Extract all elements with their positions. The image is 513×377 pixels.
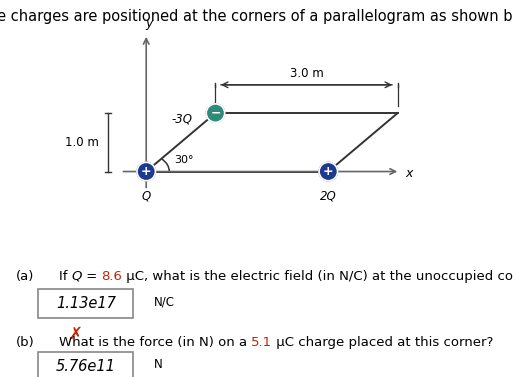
Text: ✗: ✗ xyxy=(68,324,82,342)
Text: +: + xyxy=(323,165,333,178)
Text: Q: Q xyxy=(72,270,82,282)
Text: μC, what is the electric field (in N/C) at the unoccupied corner?: μC, what is the electric field (in N/C) … xyxy=(123,270,513,282)
Text: What is the force (in N) on a: What is the force (in N) on a xyxy=(59,336,251,349)
Bar xyxy=(38,352,133,377)
Text: 2Q: 2Q xyxy=(320,190,337,202)
Ellipse shape xyxy=(319,162,338,181)
Text: 5.1: 5.1 xyxy=(251,336,272,349)
Text: 3.0 m: 3.0 m xyxy=(290,67,323,80)
Text: (a): (a) xyxy=(15,270,34,282)
Text: (b): (b) xyxy=(15,336,34,349)
Text: 8.6: 8.6 xyxy=(102,270,123,282)
Text: μC charge placed at this corner?: μC charge placed at this corner? xyxy=(272,336,494,349)
Text: Q: Q xyxy=(142,190,151,202)
Text: 5.76e11: 5.76e11 xyxy=(56,359,116,374)
Bar xyxy=(38,290,133,317)
Ellipse shape xyxy=(137,162,155,181)
Text: −: − xyxy=(210,107,221,120)
Ellipse shape xyxy=(206,104,225,122)
Text: N: N xyxy=(154,358,163,371)
Text: +: + xyxy=(141,165,151,178)
Text: 1.0 m: 1.0 m xyxy=(65,136,98,149)
Text: x: x xyxy=(405,167,412,180)
Text: N/C: N/C xyxy=(154,295,175,308)
Text: 1.13e17: 1.13e17 xyxy=(56,296,116,311)
Text: -3Q: -3Q xyxy=(171,112,192,125)
Text: =: = xyxy=(82,270,102,282)
Text: y: y xyxy=(145,17,152,30)
Text: 30°: 30° xyxy=(174,155,194,165)
Text: Three charges are positioned at the corners of a parallelogram as shown below.: Three charges are positioned at the corn… xyxy=(0,9,513,25)
Text: If: If xyxy=(59,270,72,282)
